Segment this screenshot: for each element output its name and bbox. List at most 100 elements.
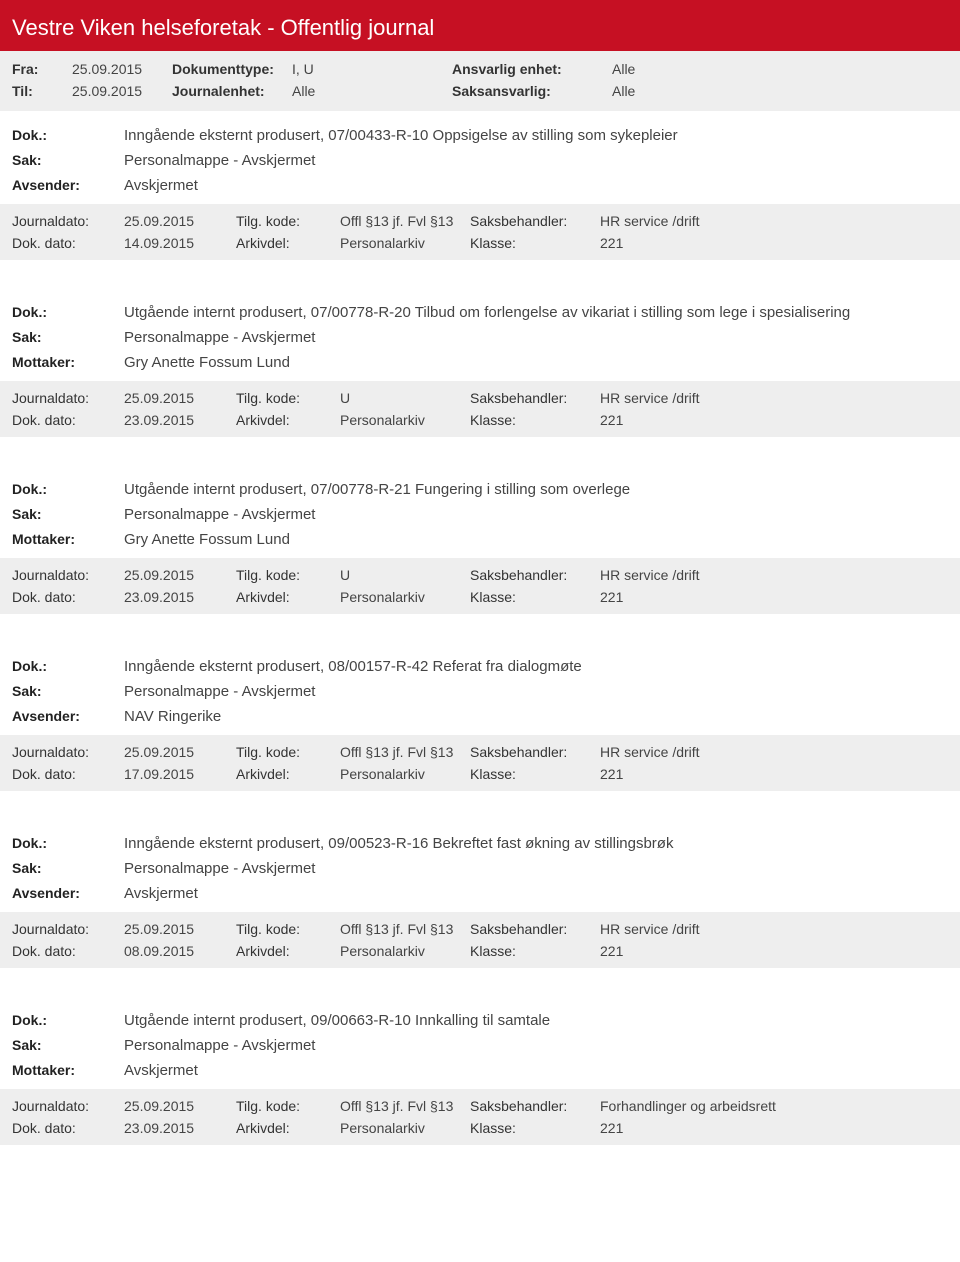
klasse-label: Klasse: <box>470 589 600 605</box>
sak-line: Sak: Personalmappe - Avskjermet <box>12 679 948 704</box>
klasse-value: 221 <box>600 589 948 605</box>
dokdato-label: Dok. dato: <box>12 412 124 428</box>
sak-label: Sak: <box>12 506 124 523</box>
saksbehandler-value: HR service /drift <box>600 921 948 937</box>
detail-row-1: Journaldato: 25.09.2015 Tilg. kode: U Sa… <box>12 387 948 409</box>
klasse-label: Klasse: <box>470 1120 600 1136</box>
entry-header: Dok.: Utgående internt produsert, 09/006… <box>0 1002 960 1085</box>
detail-row-2: Dok. dato: 17.09.2015 Arkivdel: Personal… <box>12 763 948 785</box>
party-value: Avskjermet <box>124 177 948 194</box>
saksansvarlig-value: Alle <box>612 83 948 99</box>
dok-line: Dok.: Utgående internt produsert, 07/007… <box>12 300 948 325</box>
arkivdel-value: Personalarkiv <box>340 1120 470 1136</box>
party-label: Mottaker: <box>12 354 124 371</box>
entry-details: Journaldato: 25.09.2015 Tilg. kode: U Sa… <box>0 381 960 437</box>
dokdato-value: 23.09.2015 <box>124 412 236 428</box>
sak-label: Sak: <box>12 152 124 169</box>
dokdato-value: 14.09.2015 <box>124 235 236 251</box>
entry-details: Journaldato: 25.09.2015 Tilg. kode: Offl… <box>0 1089 960 1145</box>
journaldato-value: 25.09.2015 <box>124 390 236 406</box>
klasse-value: 221 <box>600 235 948 251</box>
entry-header: Dok.: Inngående eksternt produsert, 08/0… <box>0 648 960 731</box>
journal-entry: Dok.: Inngående eksternt produsert, 07/0… <box>0 117 960 288</box>
saksbehandler-label: Saksbehandler: <box>470 390 600 406</box>
arkivdel-value: Personalarkiv <box>340 943 470 959</box>
tilgkode-value: U <box>340 390 470 406</box>
entry-separator <box>0 614 960 642</box>
klasse-label: Klasse: <box>470 235 600 251</box>
arkivdel-label: Arkivdel: <box>236 766 340 782</box>
header-meta: Fra: 25.09.2015 Dokumenttype: I, U Ansva… <box>0 51 960 111</box>
fra-value: 25.09.2015 <box>72 61 172 77</box>
dok-label: Dok.: <box>12 658 124 675</box>
journal-entry: Dok.: Utgående internt produsert, 09/006… <box>0 1002 960 1173</box>
party-value: Gry Anette Fossum Lund <box>124 354 948 371</box>
dokumenttype-value: I, U <box>292 61 452 77</box>
saksbehandler-label: Saksbehandler: <box>470 213 600 229</box>
klasse-label: Klasse: <box>470 766 600 782</box>
saksbehandler-label: Saksbehandler: <box>470 567 600 583</box>
dokdato-value: 08.09.2015 <box>124 943 236 959</box>
dok-line: Dok.: Utgående internt produsert, 07/007… <box>12 477 948 502</box>
tilgkode-value: Offl §13 jf. Fvl §13 <box>340 1098 470 1114</box>
journal-entry: Dok.: Inngående eksternt produsert, 08/0… <box>0 648 960 819</box>
saksbehandler-label: Saksbehandler: <box>470 921 600 937</box>
detail-row-1: Journaldato: 25.09.2015 Tilg. kode: Offl… <box>12 210 948 232</box>
detail-row-1: Journaldato: 25.09.2015 Tilg. kode: Offl… <box>12 918 948 940</box>
dokdato-label: Dok. dato: <box>12 589 124 605</box>
dok-label: Dok.: <box>12 304 124 321</box>
meta-row-2: Til: 25.09.2015 Journalenhet: Alle Saksa… <box>12 83 948 99</box>
journal-page: Vestre Viken helseforetak - Offentlig jo… <box>0 0 960 1173</box>
sak-line: Sak: Personalmappe - Avskjermet <box>12 502 948 527</box>
party-label: Mottaker: <box>12 531 124 548</box>
journal-entry: Dok.: Inngående eksternt produsert, 09/0… <box>0 825 960 996</box>
detail-row-1: Journaldato: 25.09.2015 Tilg. kode: Offl… <box>12 741 948 763</box>
journaldato-value: 25.09.2015 <box>124 567 236 583</box>
dok-value: Utgående internt produsert, 07/00778-R-2… <box>124 304 948 321</box>
saksbehandler-value: HR service /drift <box>600 213 948 229</box>
saksbehandler-value: HR service /drift <box>600 567 948 583</box>
entry-details: Journaldato: 25.09.2015 Tilg. kode: U Sa… <box>0 558 960 614</box>
journaldato-label: Journaldato: <box>12 744 124 760</box>
journaldato-value: 25.09.2015 <box>124 1098 236 1114</box>
journaldato-label: Journaldato: <box>12 921 124 937</box>
dok-line: Dok.: Inngående eksternt produsert, 08/0… <box>12 654 948 679</box>
sak-label: Sak: <box>12 329 124 346</box>
tilgkode-label: Tilg. kode: <box>236 744 340 760</box>
entry-details: Journaldato: 25.09.2015 Tilg. kode: Offl… <box>0 204 960 260</box>
entry-header: Dok.: Utgående internt produsert, 07/007… <box>0 471 960 554</box>
dok-line: Dok.: Inngående eksternt produsert, 07/0… <box>12 123 948 148</box>
dok-value: Utgående internt produsert, 09/00663-R-1… <box>124 1012 948 1029</box>
tilgkode-value: Offl §13 jf. Fvl §13 <box>340 921 470 937</box>
saksbehandler-value: HR service /drift <box>600 390 948 406</box>
tilgkode-label: Tilg. kode: <box>236 921 340 937</box>
page-title: Vestre Viken helseforetak - Offentlig jo… <box>0 5 960 51</box>
journaldato-label: Journaldato: <box>12 390 124 406</box>
dok-label: Dok.: <box>12 481 124 498</box>
sak-value: Personalmappe - Avskjermet <box>124 683 948 700</box>
sak-label: Sak: <box>12 683 124 700</box>
party-value: Avskjermet <box>124 885 948 902</box>
dok-value: Inngående eksternt produsert, 08/00157-R… <box>124 658 948 675</box>
entry-header: Dok.: Inngående eksternt produsert, 09/0… <box>0 825 960 908</box>
tilgkode-label: Tilg. kode: <box>236 1098 340 1114</box>
tilgkode-value: Offl §13 jf. Fvl §13 <box>340 213 470 229</box>
sak-line: Sak: Personalmappe - Avskjermet <box>12 856 948 881</box>
klasse-value: 221 <box>600 412 948 428</box>
dok-value: Inngående eksternt produsert, 09/00523-R… <box>124 835 948 852</box>
detail-row-2: Dok. dato: 14.09.2015 Arkivdel: Personal… <box>12 232 948 254</box>
sak-line: Sak: Personalmappe - Avskjermet <box>12 325 948 350</box>
dokdato-label: Dok. dato: <box>12 1120 124 1136</box>
sak-value: Personalmappe - Avskjermet <box>124 152 948 169</box>
journalenhet-value: Alle <box>292 83 452 99</box>
party-line: Avsender: Avskjermet <box>12 881 948 906</box>
dok-value: Inngående eksternt produsert, 07/00433-R… <box>124 127 948 144</box>
journaldato-value: 25.09.2015 <box>124 744 236 760</box>
meta-row-1: Fra: 25.09.2015 Dokumenttype: I, U Ansva… <box>12 61 948 77</box>
journalenhet-label: Journalenhet: <box>172 83 292 99</box>
tilgkode-label: Tilg. kode: <box>236 567 340 583</box>
party-label: Avsender: <box>12 708 124 725</box>
dokumenttype-label: Dokumenttype: <box>172 61 292 77</box>
entry-separator <box>0 1145 960 1173</box>
ansvarlig-label: Ansvarlig enhet: <box>452 61 612 77</box>
